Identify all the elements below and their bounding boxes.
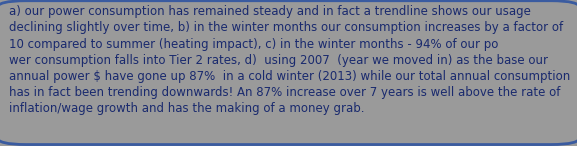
Text: a) our power consumption has remained steady and in fact a trendline shows our u: a) our power consumption has remained st… [9,5,571,115]
